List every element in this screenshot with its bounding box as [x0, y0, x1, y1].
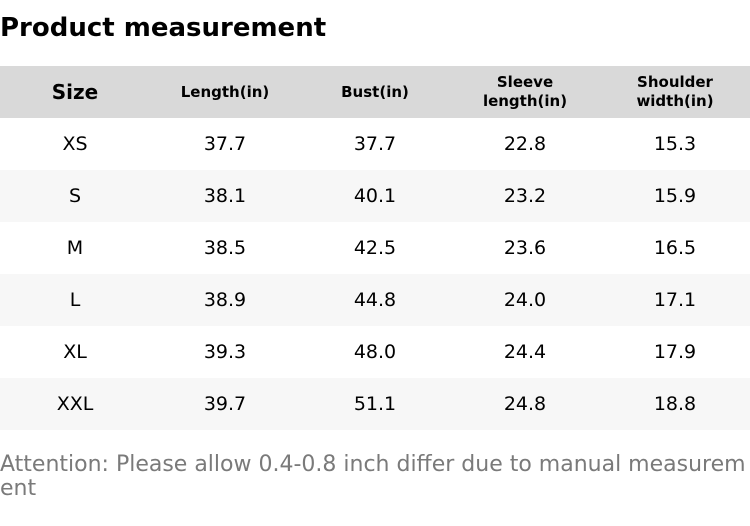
table-cell: 48.0 [353, 341, 397, 363]
size-table: Size Length(in) Bust(in) Sleeve length(in) S… [0, 66, 750, 430]
table-row: XS 37.7 37.7 22.8 15.3 [0, 118, 750, 170]
column-header: Shoulder width(in) [600, 66, 750, 118]
table-cell: XS [62, 133, 88, 155]
column-header: Bust(in) [300, 66, 450, 118]
column-header-text: Length(in) [180, 82, 270, 101]
table-cell: 22.8 [503, 133, 547, 155]
column-header-text: Shoulder width(in) [636, 73, 714, 110]
table-cell: 16.5 [653, 237, 697, 259]
table-cell: 40.1 [300, 170, 450, 222]
table-cell: 24.8 [450, 378, 600, 430]
table-cell: XXL [0, 378, 150, 430]
table-cell: 42.5 [353, 237, 397, 259]
table-cell: 44.8 [300, 274, 450, 326]
table-cell: 39.3 [203, 341, 247, 363]
table-cell: 17.1 [600, 274, 750, 326]
title: Product measurement [0, 13, 327, 43]
table-cell: 38.1 [150, 170, 300, 222]
table-row: L 38.9 44.8 24.0 17.1 [0, 274, 750, 326]
column-header: Length(in) [150, 66, 300, 118]
table-cell: 39.7 [150, 378, 300, 430]
table-row: XL 39.3 48.0 24.4 17.9 [0, 326, 750, 378]
table-cell: 17.9 [653, 341, 697, 363]
column-header: Sleeve length(in) [450, 66, 600, 118]
table-cell: L [0, 274, 150, 326]
table-cell: 23.6 [503, 237, 547, 259]
table-row: XXL 39.7 51.1 24.8 18.8 [0, 378, 750, 430]
table-cell: 24.0 [450, 274, 600, 326]
table-cell: 18.8 [600, 378, 750, 430]
column-header-text: Sleeve length(in) [482, 73, 568, 110]
table-row: M 38.5 42.5 23.6 16.5 [0, 222, 750, 274]
table-cell: 38.5 [203, 237, 247, 259]
table-body: XS 37.7 37.7 22.8 15.3 S 38.1 40.1 23.2 15.9 M 38.5… [0, 118, 750, 430]
table-cell: XL [63, 341, 87, 363]
table-cell: 38.9 [150, 274, 300, 326]
note: Attention: Please allow 0.4-0.8 inch dif… [0, 452, 746, 501]
table-cell: 23.2 [450, 170, 600, 222]
table-row: S 38.1 40.1 23.2 15.9 [0, 170, 750, 222]
table-cell: M [66, 237, 84, 259]
table-cell: 51.1 [300, 378, 450, 430]
table-cell: S [0, 170, 150, 222]
table-cell: 15.3 [653, 133, 697, 155]
header-row: Size Length(in) Bust(in) Sleeve length(in) S… [0, 66, 750, 118]
column-header-text: Size [51, 79, 99, 104]
table-cell: 15.9 [600, 170, 750, 222]
column-header: Size [0, 66, 150, 118]
table-cell: 37.7 [353, 133, 397, 155]
column-header-text: Bust(in) [341, 82, 409, 101]
table-cell: 37.7 [203, 133, 247, 155]
table-cell: 24.4 [503, 341, 547, 363]
